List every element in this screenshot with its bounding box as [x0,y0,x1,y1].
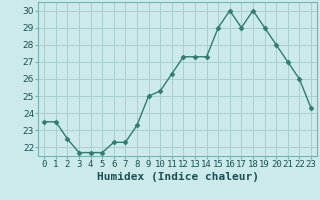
X-axis label: Humidex (Indice chaleur): Humidex (Indice chaleur) [97,172,259,182]
